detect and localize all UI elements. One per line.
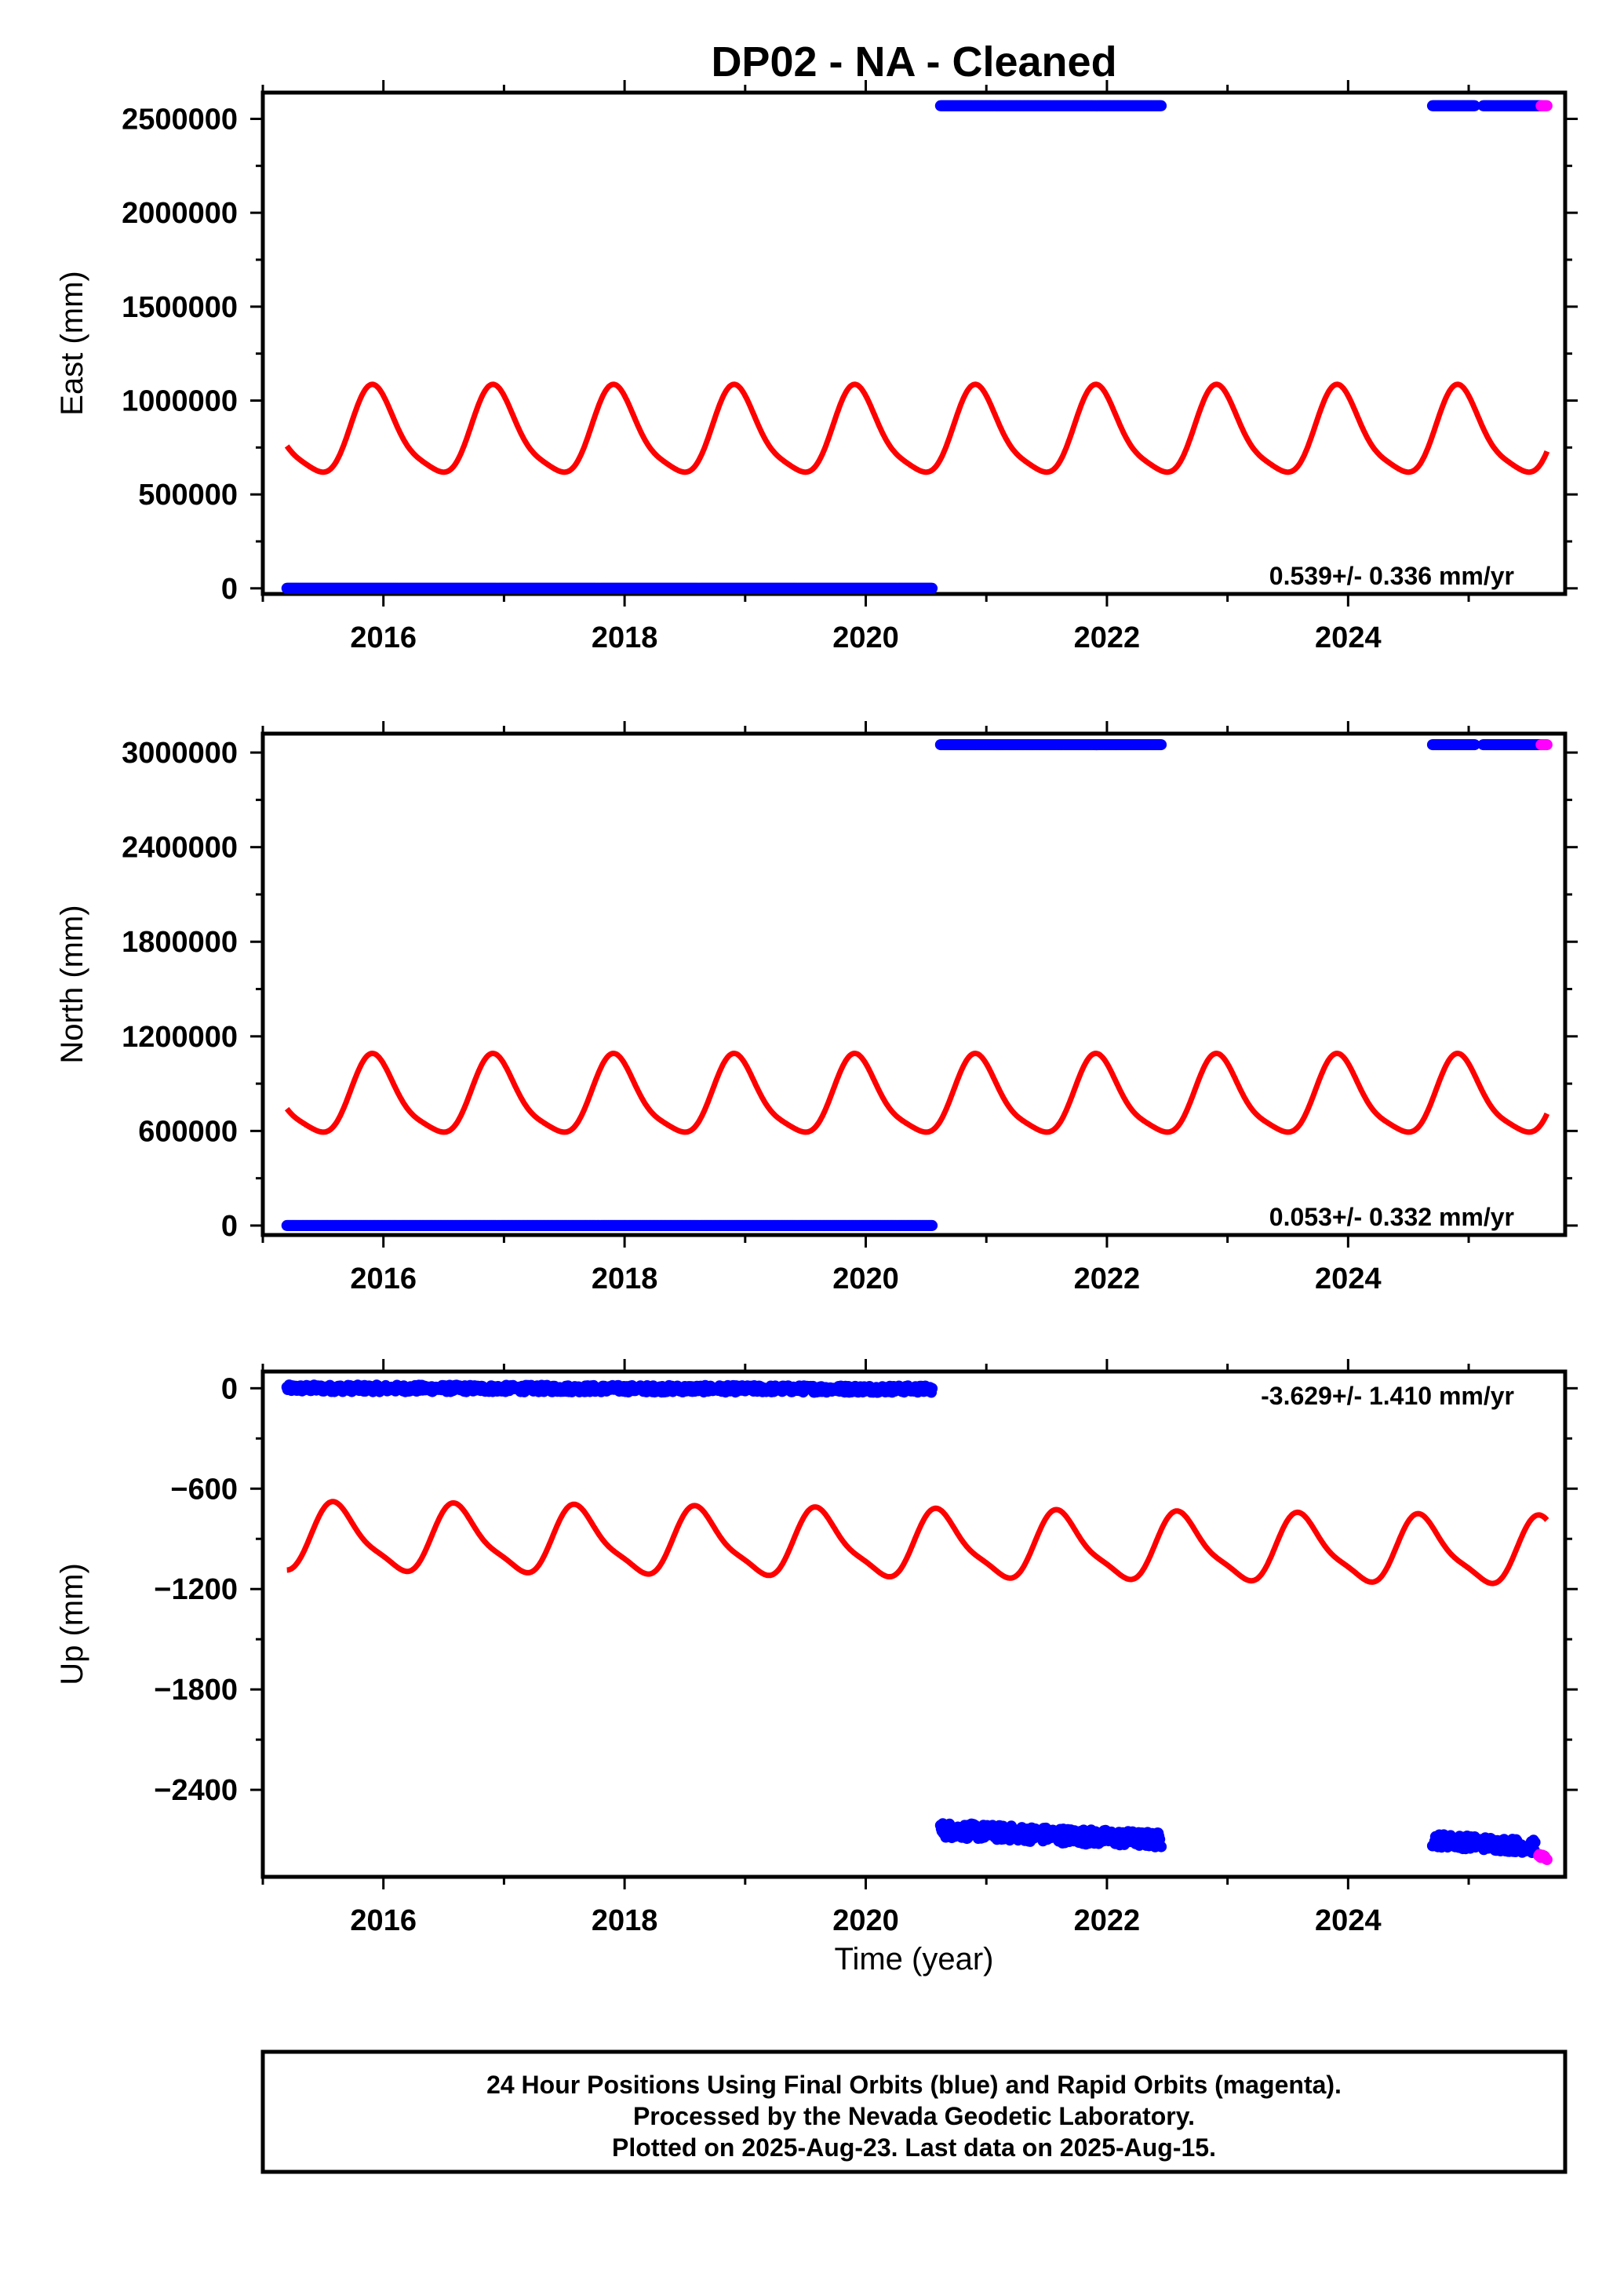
y-tick-label: −600 <box>170 1473 238 1506</box>
plot-area <box>281 100 1553 594</box>
x-tick-label: 2016 <box>350 1262 417 1295</box>
rapid-orbit-point <box>1541 739 1553 751</box>
y-tick-label: 1500000 <box>122 291 238 324</box>
final-orbit-point <box>1156 100 1167 111</box>
x-tick-label: 2020 <box>832 621 899 654</box>
x-tick-label: 2018 <box>592 621 658 654</box>
final-orbit-point <box>927 1219 938 1231</box>
footer-line-2: Processed by the Nevada Geodetic Laborat… <box>633 2102 1195 2130</box>
y-tick-label: 1800000 <box>122 926 238 959</box>
x-tick-label: 2024 <box>1315 1262 1382 1295</box>
final-orbit-point <box>927 1383 938 1394</box>
y-tick-label: 600000 <box>138 1115 238 1148</box>
y-tick-label: 0 <box>221 573 238 606</box>
y-tick-label: −1800 <box>154 1674 238 1707</box>
y-tick-label: −2400 <box>154 1774 238 1807</box>
rate-label: 0.053+/- 0.332 mm/yr <box>1269 1203 1514 1231</box>
y-tick-label: 3000000 <box>122 737 238 770</box>
footer-line-1: 24 Hour Positions Using Final Orbits (bl… <box>486 2071 1342 2099</box>
plot-frame <box>260 1369 1568 1879</box>
model-curve <box>285 1499 1549 1587</box>
y-tick-label: 0 <box>221 1210 238 1243</box>
x-tick-label: 2020 <box>832 1262 899 1295</box>
rapid-orbit-point <box>1541 100 1553 111</box>
x-tick-label: 2016 <box>350 621 417 654</box>
final-orbit-point <box>1529 1837 1541 1848</box>
final-orbit-point <box>927 582 938 594</box>
final-orbit-point <box>1156 1841 1167 1853</box>
rate-label: -3.629+/- 1.410 mm/yr <box>1261 1382 1514 1410</box>
north-panel: 2016 2018 2020 2022 2024 0 600000 1200000 180000… <box>55 721 1578 1295</box>
y-tick-label: 2400000 <box>122 832 238 865</box>
y-tick-label: 2500000 <box>122 104 238 137</box>
y-tick-label: 0 <box>221 1372 238 1405</box>
footer-box: 24 Hour Positions Using Final Orbits (bl… <box>260 2049 1568 2174</box>
x-tick-label: 2018 <box>592 1904 658 1937</box>
y-axis-label: Up (mm) <box>55 1563 89 1685</box>
plot-area <box>281 739 1553 1231</box>
up-panel: 2016 2018 2020 2022 2024 0 −600 −1200 −1800 −2400… <box>55 1359 1578 1937</box>
y-axis-label: North (mm) <box>55 905 89 1063</box>
x-tick-label: 2022 <box>1074 1262 1141 1295</box>
rapid-orbit-point <box>1541 1854 1553 1865</box>
x-tick-label: 2024 <box>1315 621 1382 654</box>
plot-frame <box>260 731 1568 1237</box>
y-tick-label: 1000000 <box>122 384 238 417</box>
x-tick-label: 2024 <box>1315 1904 1382 1937</box>
y-tick-label: 500000 <box>138 479 238 512</box>
x-tick-label: 2022 <box>1074 621 1141 654</box>
y-tick-label: 1200000 <box>122 1021 238 1054</box>
east-panel: 2016 2018 2020 2022 2024 0 500000 1000000 150000… <box>55 80 1578 654</box>
final-orbit-point <box>1156 739 1167 751</box>
model-curve <box>284 381 1550 475</box>
plot-frame <box>260 90 1568 596</box>
x-tick-label: 2022 <box>1074 1904 1141 1937</box>
x-tick-label: 2016 <box>350 1904 417 1937</box>
footer-line-3: Plotted on 2025-Aug-23. Last data on 202… <box>612 2133 1216 2162</box>
rate-label: 0.539+/- 0.336 mm/yr <box>1269 562 1514 590</box>
x-axis-label: Time (year) <box>835 1942 994 1976</box>
final-orbit-point <box>1469 100 1480 111</box>
x-tick-label: 2018 <box>592 1262 658 1295</box>
model-curve <box>284 1051 1550 1135</box>
chart-title: DP02 - NA - Cleaned <box>711 38 1116 86</box>
plot-area <box>281 1379 1553 1865</box>
y-tick-label: 2000000 <box>122 197 238 230</box>
y-tick-label: −1200 <box>154 1573 238 1606</box>
x-tick-label: 2020 <box>832 1904 899 1937</box>
final-orbit-point <box>1469 739 1480 751</box>
y-axis-label: East (mm) <box>55 271 89 415</box>
